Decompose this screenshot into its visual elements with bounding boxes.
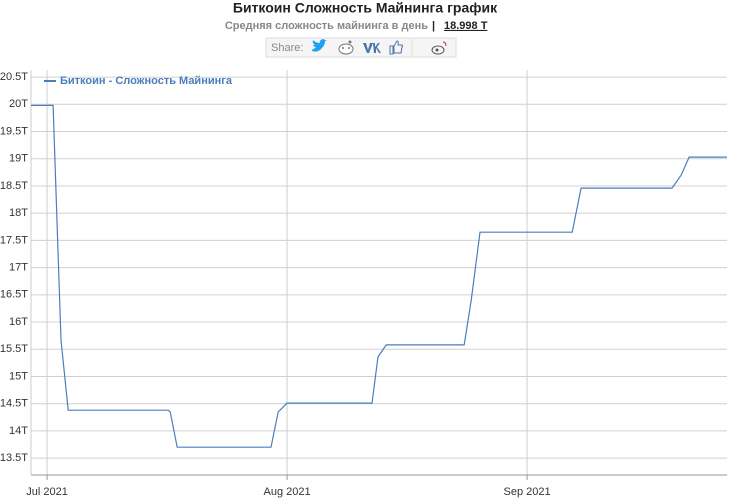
chart-title: Биткоин Сложность Майнинга график [233,0,498,16]
y-tick-label: 16T [9,316,28,328]
like-icon[interactable] [389,40,403,55]
x-tick-label: Jul 2021 [26,486,68,498]
x-tick-label: Sep 2021 [504,486,551,498]
share-label: Share: [271,42,303,54]
y-tick-label: 14.5T [0,398,28,410]
y-tick-label: 13.5T [0,452,28,464]
y-tick-label: 20.5T [0,71,28,83]
y-tick-label: 20T [9,98,28,110]
y-tick-label: 19.5T [0,125,28,137]
data-line [31,104,727,448]
y-tick-label: 19T [9,153,28,165]
subtitle: Средняя сложность майнинга в день [225,20,428,32]
y-tick-label: 18.5T [0,180,28,192]
y-tick-label: 14T [9,425,28,437]
vk-icon[interactable] [363,43,381,53]
weibo-icon[interactable] [431,41,447,55]
current-value[interactable]: 18.998 T [444,20,488,32]
y-tick-label: 16.5T [0,289,28,301]
legend-label: Биткоин - Сложность Майнинга [60,75,233,87]
y-tick-label: 18T [9,207,28,219]
y-tick-label: 15.5T [0,343,28,355]
reddit-icon[interactable] [338,40,354,55]
separator: | [432,20,435,32]
y-tick-label: 17T [9,262,28,274]
share-bar: Share: [265,37,457,58]
x-tick-label: Aug 2021 [264,486,311,498]
plot-area: 13.5T 14T 14.5T 15T 15.5T 16T 16.5T 17T 17.5T 18T… [0,70,727,498]
twitter-icon[interactable] [312,39,327,52]
y-tick-label: 17.5T [0,234,28,246]
y-tick-label: 15T [9,370,28,382]
